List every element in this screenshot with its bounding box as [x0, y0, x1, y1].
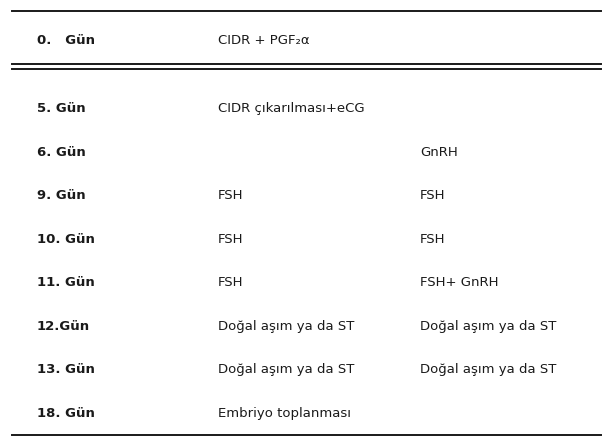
Text: 18. Gün: 18. Gün — [37, 407, 94, 420]
Text: GnRH: GnRH — [420, 146, 458, 159]
Text: 6. Gün: 6. Gün — [37, 146, 86, 159]
Text: FSH: FSH — [218, 233, 243, 246]
Text: FSH: FSH — [420, 233, 446, 246]
Text: FSH: FSH — [218, 276, 243, 289]
Text: FSH+ GnRH: FSH+ GnRH — [420, 276, 498, 289]
Text: Doğal aşım ya da ST: Doğal aşım ya da ST — [420, 320, 556, 333]
Text: Doğal aşım ya da ST: Doğal aşım ya da ST — [218, 320, 354, 333]
Text: 10. Gün: 10. Gün — [37, 233, 94, 246]
Text: 13. Gün: 13. Gün — [37, 363, 94, 376]
Text: 12.Gün: 12.Gün — [37, 320, 90, 333]
Text: 5. Gün: 5. Gün — [37, 102, 85, 115]
Text: 11. Gün: 11. Gün — [37, 276, 94, 289]
Text: Embriyo toplanması: Embriyo toplanması — [218, 407, 351, 420]
Text: CIDR çıkarılması+eCG: CIDR çıkarılması+eCG — [218, 102, 364, 115]
Text: 9. Gün: 9. Gün — [37, 189, 85, 202]
Text: FSH: FSH — [218, 189, 243, 202]
Text: CIDR + PGF₂α: CIDR + PGF₂α — [218, 33, 309, 47]
Text: Doğal aşım ya da ST: Doğal aşım ya da ST — [420, 363, 556, 376]
Text: Doğal aşım ya da ST: Doğal aşım ya da ST — [218, 363, 354, 376]
Text: 0.   Gün: 0. Gün — [37, 33, 95, 47]
Text: FSH: FSH — [420, 189, 446, 202]
